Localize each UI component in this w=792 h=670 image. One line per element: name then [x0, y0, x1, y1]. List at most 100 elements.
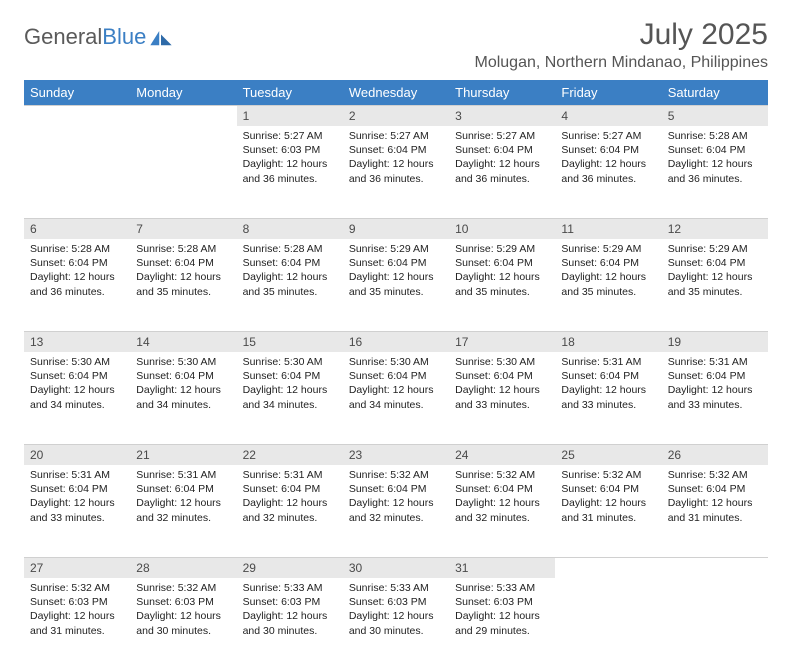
day-content-cell: Sunrise: 5:30 AMSunset: 6:04 PMDaylight:…	[24, 352, 130, 444]
sunrise-line: Sunrise: 5:33 AM	[243, 581, 337, 595]
sunset-line: Sunset: 6:04 PM	[243, 369, 337, 383]
calendar-table: SundayMondayTuesdayWednesdayThursdayFrid…	[24, 80, 768, 670]
title-block: July 2025 Molugan, Northern Mindanao, Ph…	[474, 18, 768, 72]
day-content: Sunrise: 5:28 AMSunset: 6:04 PMDaylight:…	[130, 239, 236, 305]
daylight-line: Daylight: 12 hours and 35 minutes.	[455, 270, 549, 298]
sunrise-line: Sunrise: 5:27 AM	[455, 129, 549, 143]
day-number: 25	[555, 444, 661, 465]
sunset-line: Sunset: 6:04 PM	[455, 482, 549, 496]
daylight-line: Daylight: 12 hours and 31 minutes.	[561, 496, 655, 524]
daylight-line: Daylight: 12 hours and 36 minutes.	[30, 270, 124, 298]
day-content: Sunrise: 5:31 AMSunset: 6:04 PMDaylight:…	[24, 465, 130, 531]
sunset-line: Sunset: 6:04 PM	[30, 369, 124, 383]
week-content-row: Sunrise: 5:30 AMSunset: 6:04 PMDaylight:…	[24, 352, 768, 444]
day-number-cell: 9	[343, 218, 449, 239]
day-number: 3	[449, 105, 555, 126]
calendar-body: 12 345 Sunrise: 5:27 AMSunset: 6:03 PMDayl…	[24, 105, 768, 670]
sunset-line: Sunset: 6:04 PM	[136, 482, 230, 496]
sunrise-line: Sunrise: 5:31 AM	[668, 355, 762, 369]
sunset-line: Sunset: 6:04 PM	[561, 256, 655, 270]
day-content-cell: Sunrise: 5:28 AMSunset: 6:04 PMDaylight:…	[237, 239, 343, 331]
day-number: 18	[555, 331, 661, 352]
day-number: 15	[237, 331, 343, 352]
daylight-line: Daylight: 12 hours and 31 minutes.	[30, 609, 124, 637]
day-number: 2	[343, 105, 449, 126]
week-content-row: Sunrise: 5:32 AMSunset: 6:03 PMDaylight:…	[24, 578, 768, 670]
day-content-cell: Sunrise: 5:31 AMSunset: 6:04 PMDaylight:…	[130, 465, 236, 557]
sunset-line: Sunset: 6:04 PM	[455, 143, 549, 157]
daylight-line: Daylight: 12 hours and 33 minutes.	[455, 383, 549, 411]
day-content-cell: Sunrise: 5:32 AMSunset: 6:03 PMDaylight:…	[130, 578, 236, 670]
day-number: 4	[555, 105, 661, 126]
sunrise-line: Sunrise: 5:28 AM	[243, 242, 337, 256]
day-number-cell: 23	[343, 444, 449, 465]
day-content: Sunrise: 5:33 AMSunset: 6:03 PMDaylight:…	[449, 578, 555, 644]
sunrise-line: Sunrise: 5:32 AM	[455, 468, 549, 482]
day-content-cell: Sunrise: 5:27 AMSunset: 6:04 PMDaylight:…	[555, 126, 661, 218]
sunset-line: Sunset: 6:04 PM	[561, 143, 655, 157]
daylight-line: Daylight: 12 hours and 35 minutes.	[668, 270, 762, 298]
daylight-line: Daylight: 12 hours and 33 minutes.	[668, 383, 762, 411]
day-content: Sunrise: 5:30 AMSunset: 6:04 PMDaylight:…	[24, 352, 130, 418]
day-number: 12	[662, 218, 768, 239]
day-content: Sunrise: 5:29 AMSunset: 6:04 PMDaylight:…	[449, 239, 555, 305]
day-content: Sunrise: 5:32 AMSunset: 6:04 PMDaylight:…	[449, 465, 555, 531]
sunrise-line: Sunrise: 5:30 AM	[455, 355, 549, 369]
daylight-line: Daylight: 12 hours and 35 minutes.	[349, 270, 443, 298]
daylight-line: Daylight: 12 hours and 34 minutes.	[30, 383, 124, 411]
day-number-empty	[555, 557, 661, 578]
sunrise-line: Sunrise: 5:30 AM	[136, 355, 230, 369]
day-number: 8	[237, 218, 343, 239]
day-content-cell: Sunrise: 5:30 AMSunset: 6:04 PMDaylight:…	[343, 352, 449, 444]
day-content: Sunrise: 5:29 AMSunset: 6:04 PMDaylight:…	[343, 239, 449, 305]
sunrise-line: Sunrise: 5:28 AM	[668, 129, 762, 143]
day-header: Friday	[555, 80, 661, 105]
day-content-cell: Sunrise: 5:32 AMSunset: 6:04 PMDaylight:…	[449, 465, 555, 557]
day-content: Sunrise: 5:27 AMSunset: 6:04 PMDaylight:…	[343, 126, 449, 192]
sunset-line: Sunset: 6:04 PM	[561, 369, 655, 383]
daylight-line: Daylight: 12 hours and 36 minutes.	[349, 157, 443, 185]
day-content-cell: Sunrise: 5:31 AMSunset: 6:04 PMDaylight:…	[662, 352, 768, 444]
week-content-row: Sunrise: 5:31 AM Sunset: 6:04 PM Daylight:…	[24, 465, 768, 557]
day-content-cell: Sunrise: 5:31 AMSunset: 6:04 PMDaylight:…	[555, 352, 661, 444]
day-content-cell: Sunrise: 5:32 AMSunset: 6:04 PMDaylight:…	[343, 465, 449, 557]
day-content: Sunrise: 5:27 AMSunset: 6:03 PMDaylight:…	[237, 126, 343, 192]
day-number-cell: 5	[662, 105, 768, 126]
week-content-row: Sunrise: 5:27 AMSunset: 6:03 PMDaylight:…	[24, 126, 768, 218]
day-number-cell: 13	[24, 331, 130, 352]
day-content: Sunrise: 5:30 AMSunset: 6:04 PMDaylight:…	[449, 352, 555, 418]
day-content: Sunrise: 5:30 AMSunset: 6:04 PMDaylight:…	[237, 352, 343, 418]
day-content-cell: Sunrise: 5:30 AMSunset: 6:04 PMDaylight:…	[237, 352, 343, 444]
logo-text: GeneralBlue	[24, 24, 146, 50]
sunrise-line: Sunrise: 5:33 AM	[455, 581, 549, 595]
sunrise-line: Sunrise: 5:32 AM	[136, 581, 230, 595]
day-header: Monday	[130, 80, 236, 105]
daylight-line: Daylight: 12 hours and 34 minutes.	[136, 383, 230, 411]
day-content: Sunrise: 5:32 AMSunset: 6:04 PMDaylight:…	[555, 465, 661, 531]
daylight-line: Daylight: 12 hours and 36 minutes.	[668, 157, 762, 185]
day-number-cell: 17	[449, 331, 555, 352]
sunset-line: Sunset: 6:04 PM	[668, 256, 762, 270]
sunrise-line: Sunrise: 5:27 AM	[561, 129, 655, 143]
day-content-cell: Sunrise: 5:31 AMSunset: 6:04 PMDaylight:…	[24, 465, 130, 557]
day-number: 26	[662, 444, 768, 465]
day-content-cell	[24, 126, 130, 218]
daylight-line: Daylight: 12 hours and 33 minutes.	[561, 383, 655, 411]
day-number-cell: 29	[237, 557, 343, 578]
day-content: Sunrise: 5:28 AMSunset: 6:04 PMDaylight:…	[662, 126, 768, 192]
day-header: Thursday	[449, 80, 555, 105]
sunset-line: Sunset: 6:04 PM	[349, 482, 443, 496]
daylight-line: Daylight: 12 hours and 35 minutes.	[136, 270, 230, 298]
header: GeneralBlue July 2025 Molugan, Northern …	[24, 18, 768, 72]
sunset-line: Sunset: 6:04 PM	[136, 256, 230, 270]
day-content: Sunrise: 5:31 AMSunset: 6:04 PMDaylight:…	[130, 465, 236, 531]
sunrise-line: Sunrise: 5:32 AM	[30, 581, 124, 595]
sunrise-line: Sunrise: 5:31 AM	[30, 468, 124, 482]
day-number: 6	[24, 218, 130, 239]
sunrise-line: Sunrise: 5:30 AM	[243, 355, 337, 369]
day-content: Sunrise: 5:28 AMSunset: 6:04 PMDaylight:…	[24, 239, 130, 305]
day-number: 5	[662, 105, 768, 126]
day-number: 10	[449, 218, 555, 239]
day-content-cell: Sunrise: 5:30 AMSunset: 6:04 PMDaylight:…	[449, 352, 555, 444]
day-content-cell	[130, 126, 236, 218]
